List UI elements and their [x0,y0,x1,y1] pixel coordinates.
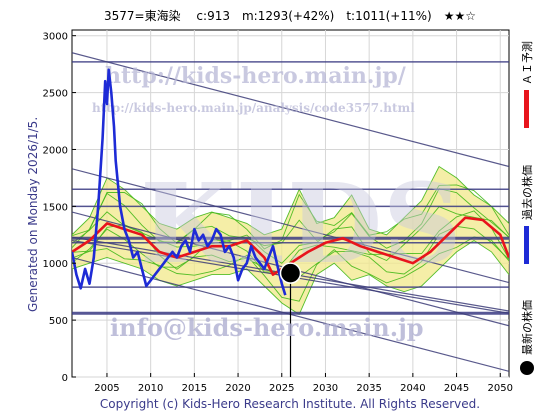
legend-ai-label: ＡＩ予測 [520,41,534,85]
band-line-6 [72,184,509,250]
legend-past-swatch [524,226,529,264]
band-line-7 [72,165,509,236]
chart-title: 3577=東海染 c:913 m:1293(+42%) t:1011(+11%)… [104,8,476,23]
x-tick-label-9: 2050 [488,383,513,394]
y-axis: 0 500 1000 1500 2000 2500 3000 [43,32,76,384]
x-tick-label-5: 2030 [313,383,338,394]
band-area [72,166,509,315]
x-tick-label-3: 2020 [225,383,250,394]
watermark-url: http://kids-hero.main.jp/ [105,63,407,89]
generated-note: Generated on Monday 2026/1/5. [26,117,40,312]
legend-past-label: 過去の株価 [520,165,534,220]
legend-latest-marker [520,361,534,375]
y-tick-label-5: 2500 [43,89,68,100]
y-tick-label-0: 0 [62,373,68,384]
x-tick-label-6: 2035 [356,383,381,394]
current-point [279,262,302,284]
series-past-price [72,68,287,296]
y-tick-label-4: 2000 [43,145,68,156]
y-tick-label-2: 1000 [43,259,68,270]
band-line-5 [72,188,509,249]
x-tick-label-4: 2025 [269,383,294,394]
trend-line-1 [72,168,509,284]
x-tick-label-7: 2040 [400,383,425,394]
legend-ai-swatch [524,90,529,128]
watermark-analysis-url: http://kids-hero.main.jp/analysis/code35… [92,101,415,115]
x-tick-label-0: 2005 [94,383,119,394]
current-marker [279,262,302,377]
watermark-big: KIDS [140,159,462,288]
legend-latest-label: 最新の株価 [520,300,534,355]
copyright: Copyright (c) Kids-Hero Research Institu… [100,397,480,411]
watermark-email: info@kids-hero.main.jp [110,313,424,342]
band-line-4 [72,206,509,264]
legend: 最新の株価 過去の株価 ＡＩ予測 [520,41,534,375]
x-axis: 2005 2010 2015 2020 2025 2030 2035 2040 2045 2050 [94,373,513,394]
x-tick-label-2: 2015 [182,383,207,394]
trend-line-0 [72,52,509,168]
x-tick-label-8: 2045 [444,383,469,394]
y-tick-label-1: 500 [49,316,68,327]
y-tick-label-6: 3000 [43,32,68,43]
x-tick-label-1: 2010 [138,383,163,394]
y-tick-label-3: 1500 [43,202,68,213]
